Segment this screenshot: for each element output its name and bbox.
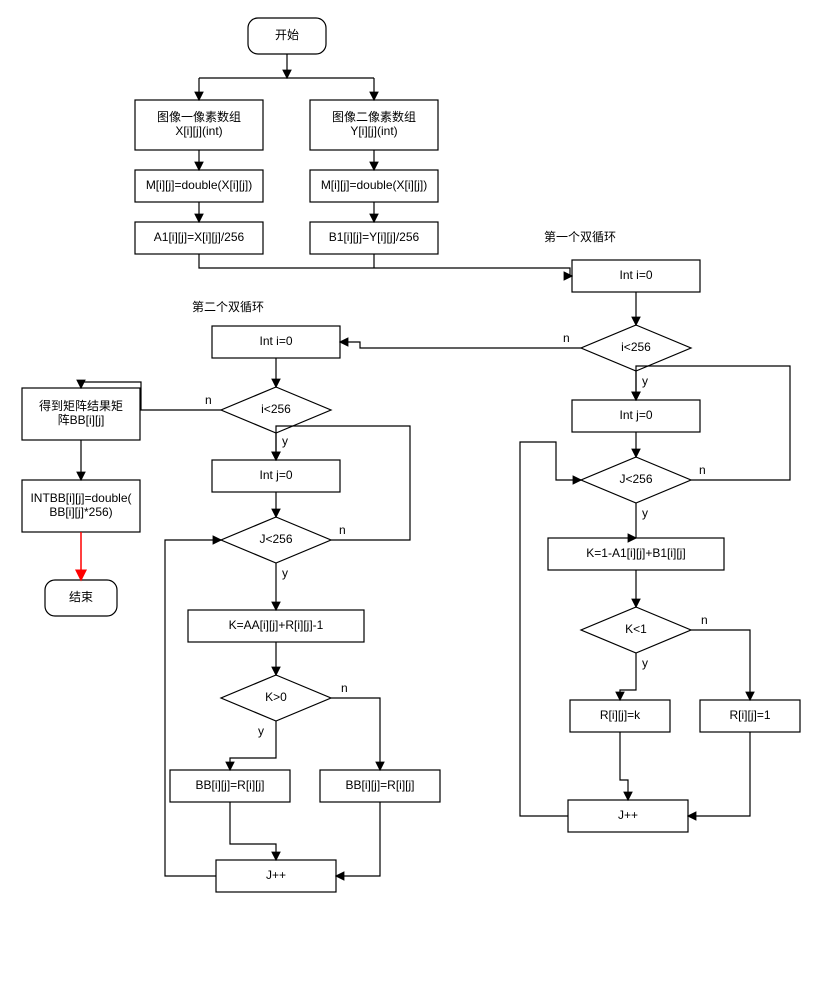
- svg-text:n: n: [341, 681, 348, 695]
- svg-text:结束: 结束: [69, 590, 93, 604]
- svg-text:J<256: J<256: [619, 472, 652, 486]
- svg-text:y: y: [642, 656, 648, 670]
- svg-text:K=1-A1[i][j]+B1[i][j]: K=1-A1[i][j]+B1[i][j]: [586, 546, 685, 560]
- svg-text:得到矩阵结果矩: 得到矩阵结果矩: [39, 398, 123, 413]
- svg-text:J++: J++: [266, 868, 286, 882]
- svg-text:Int j=0: Int j=0: [259, 468, 292, 482]
- svg-text:BB[i][j]=R[i][j]: BB[i][j]=R[i][j]: [195, 778, 264, 792]
- svg-text:R[i][j]=k: R[i][j]=k: [600, 708, 641, 722]
- svg-text:i<256: i<256: [621, 340, 651, 354]
- svg-text:Int i=0: Int i=0: [619, 268, 652, 282]
- svg-text:第一个双循环: 第一个双循环: [544, 230, 616, 244]
- svg-text:n: n: [699, 463, 706, 477]
- svg-text:BB[i][j]=R[i][j]: BB[i][j]=R[i][j]: [345, 778, 414, 792]
- svg-text:J++: J++: [618, 808, 638, 822]
- svg-text:y: y: [282, 566, 288, 580]
- svg-text:X[i][j](int): X[i][j](int): [175, 124, 222, 138]
- svg-text:n: n: [563, 331, 570, 345]
- svg-text:Y[i][j](int): Y[i][j](int): [350, 124, 397, 138]
- svg-text:J<256: J<256: [259, 532, 292, 546]
- svg-text:M[i][j]=double(X[i][j]): M[i][j]=double(X[i][j]): [321, 178, 427, 192]
- svg-text:y: y: [642, 374, 648, 388]
- svg-text:开始: 开始: [275, 28, 299, 42]
- svg-text:阵BB[i][j]: 阵BB[i][j]: [58, 413, 105, 427]
- svg-text:n: n: [205, 393, 212, 407]
- svg-text:第二个双循环: 第二个双循环: [192, 300, 264, 314]
- svg-text:图像二像素数组: 图像二像素数组: [332, 109, 416, 124]
- svg-text:R[i][j]=1: R[i][j]=1: [729, 708, 770, 722]
- svg-text:图像一像素数组: 图像一像素数组: [157, 109, 241, 124]
- svg-text:M[i][j]=double(X[i][j]): M[i][j]=double(X[i][j]): [146, 178, 252, 192]
- svg-text:Int i=0: Int i=0: [259, 334, 292, 348]
- svg-text:Int j=0: Int j=0: [619, 408, 652, 422]
- svg-text:K>0: K>0: [265, 690, 287, 704]
- svg-text:B1[i][j]=Y[i][j]/256: B1[i][j]=Y[i][j]/256: [329, 230, 420, 244]
- svg-text:y: y: [258, 724, 264, 738]
- svg-text:K<1: K<1: [625, 622, 647, 636]
- svg-text:INTBB[i][j]=double(: INTBB[i][j]=double(: [30, 491, 131, 505]
- svg-text:y: y: [282, 434, 288, 448]
- svg-text:A1[i][j]=X[i][j]/256: A1[i][j]=X[i][j]/256: [154, 230, 245, 244]
- svg-text:K=AA[i][j]+R[i][j]-1: K=AA[i][j]+R[i][j]-1: [229, 618, 324, 632]
- svg-text:BB[i][j]*256): BB[i][j]*256): [49, 505, 112, 519]
- svg-text:n: n: [339, 523, 346, 537]
- svg-text:n: n: [701, 613, 708, 627]
- svg-text:y: y: [642, 506, 648, 520]
- svg-text:i<256: i<256: [261, 402, 291, 416]
